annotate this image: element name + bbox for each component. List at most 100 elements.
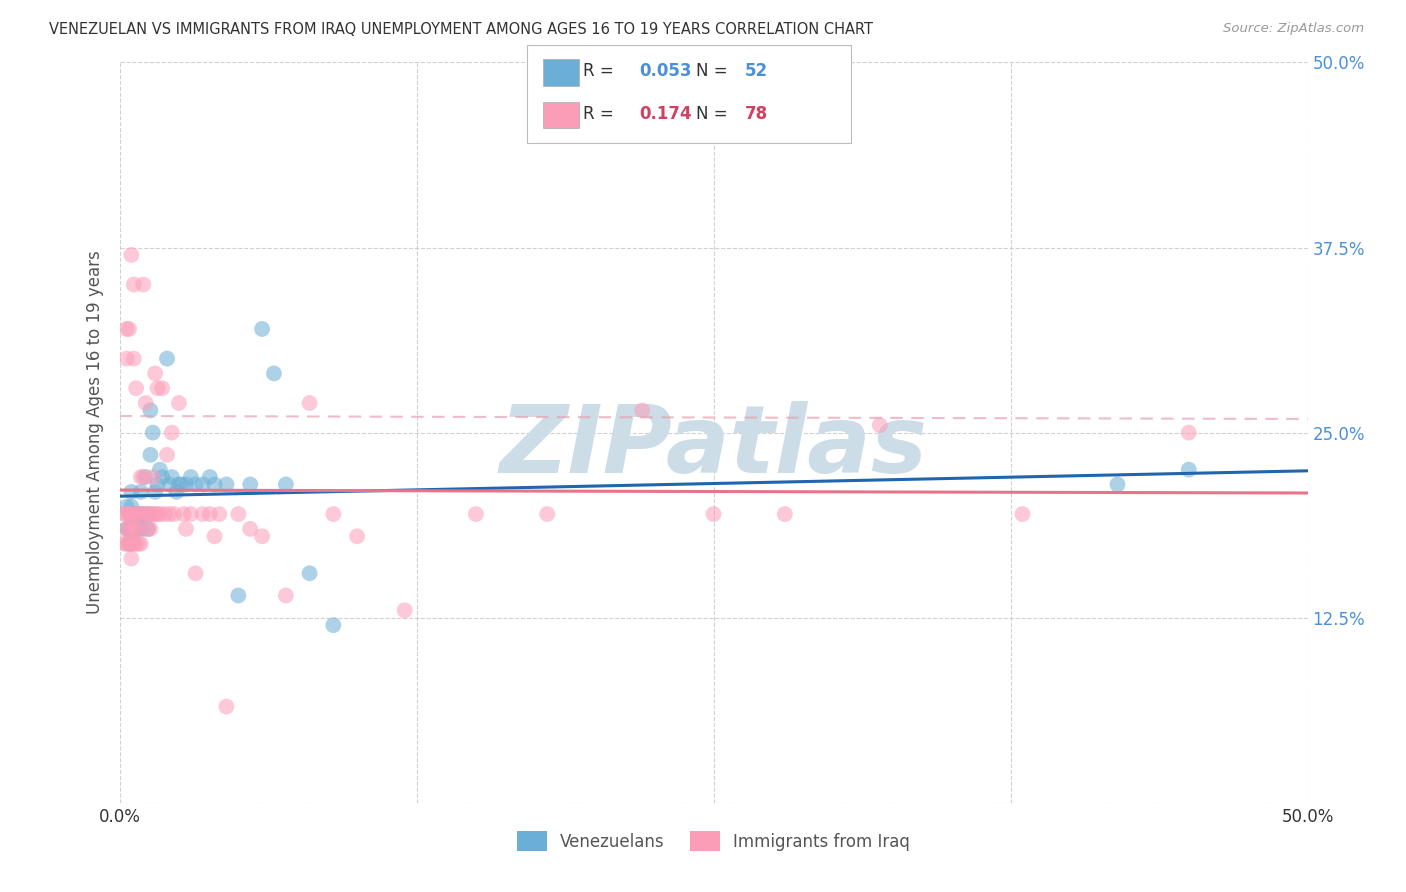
Point [142,507,165,521]
Text: R =: R = [583,105,620,123]
Point [150,470,173,484]
Point [346,529,368,543]
Point [132,522,155,536]
Point [157,477,180,491]
Point [143,484,166,499]
Point [204,477,226,491]
Point [773,507,796,521]
Point [174,477,197,491]
Point [1178,462,1201,476]
Point [118,322,141,336]
Point [139,522,162,536]
Point [163,507,186,521]
Point [122,507,145,521]
Point [274,589,297,603]
Point [132,277,155,292]
Text: R =: R = [583,62,620,80]
Point [132,470,155,484]
Point [118,522,141,536]
Text: N =: N = [696,62,733,80]
Text: N =: N = [696,105,733,123]
Point [129,507,152,521]
Point [170,477,193,491]
Point [149,462,172,476]
Point [139,448,162,462]
Point [125,381,148,395]
Point [228,589,250,603]
Point [208,507,231,521]
Point [156,351,179,366]
Point [1011,507,1033,521]
Point [298,396,321,410]
Point [274,477,297,491]
Text: 0.174: 0.174 [640,105,692,123]
Point [149,507,172,521]
Point [118,507,141,521]
Point [184,566,207,581]
Point [198,470,221,484]
Text: 52: 52 [745,62,768,80]
Point [143,367,166,381]
Point [198,507,221,521]
Point [120,507,142,521]
Point [125,507,148,521]
Point [631,403,654,417]
Point [156,448,179,462]
Point [128,536,150,550]
Point [115,322,138,336]
Point [115,522,138,536]
Point [298,566,321,581]
Point [142,425,165,440]
Text: VENEZUELAN VS IMMIGRANTS FROM IRAQ UNEMPLOYMENT AMONG AGES 16 TO 19 YEARS CORREL: VENEZUELAN VS IMMIGRANTS FROM IRAQ UNEMP… [49,22,873,37]
Point [191,477,214,491]
Point [115,507,138,521]
Point [129,536,152,550]
Point [139,403,162,417]
Point [250,529,273,543]
Point [136,522,159,536]
Point [464,507,488,521]
Point [228,507,250,521]
Point [125,522,148,536]
Point [263,367,285,381]
Point [136,507,159,521]
Point [536,507,558,521]
Point [157,507,180,521]
Point [129,484,152,499]
Point [120,484,142,499]
Point [129,507,152,521]
Point [153,507,176,521]
Point [184,477,207,491]
Point [322,618,344,632]
Point [135,396,157,410]
Point [173,507,195,521]
Point [180,470,202,484]
Y-axis label: Unemployment Among Ages 16 to 19 years: Unemployment Among Ages 16 to 19 years [86,251,104,615]
Point [125,522,148,536]
Point [128,507,150,521]
Point [180,507,202,521]
Point [166,484,188,499]
Point [125,536,148,550]
Point [167,396,190,410]
Point [132,507,155,521]
Point [146,381,169,395]
Point [115,536,138,550]
Point [394,603,416,617]
Point [250,322,273,336]
Point [120,522,142,536]
Point [135,470,157,484]
Point [122,536,145,550]
Text: 78: 78 [745,105,768,123]
Point [160,425,183,440]
Point [112,507,135,521]
Point [115,522,138,536]
Point [150,381,173,395]
Point [146,507,169,521]
Point [120,248,142,262]
Point [239,522,262,536]
Point [128,522,150,536]
Point [869,418,891,433]
Point [118,507,141,521]
Point [174,522,197,536]
